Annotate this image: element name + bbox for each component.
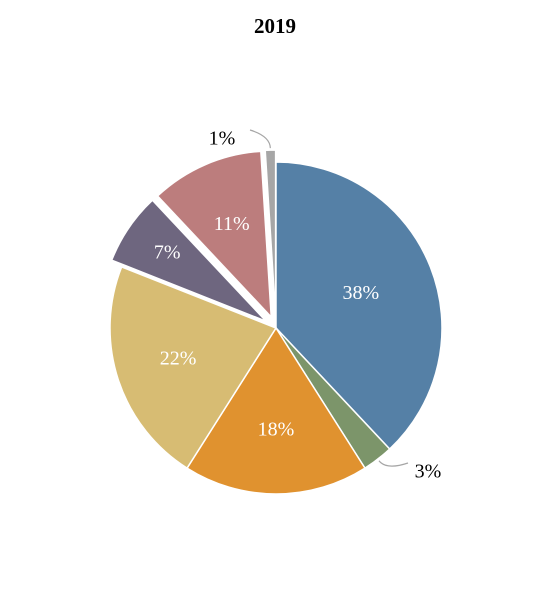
slice-label-5: 11% [214, 213, 250, 235]
slice-label-1: 3% [415, 461, 442, 483]
pie-slice-6 [264, 149, 277, 317]
slice-label-3: 22% [160, 347, 197, 369]
pie-slice-4 [110, 199, 267, 322]
slice-label-0: 38% [343, 282, 380, 304]
leader-line-6 [249, 129, 271, 149]
pie-slice-0 [275, 161, 443, 451]
slice-label-2: 18% [258, 419, 295, 441]
slice-label-6: 1% [209, 128, 236, 150]
slice-label-4: 7% [154, 242, 181, 264]
chart-title: 2019 [254, 14, 296, 38]
pie-slice-3 [109, 265, 278, 470]
leader-line-1 [378, 460, 409, 467]
pie-slice-2 [186, 326, 366, 495]
pie-slice-5 [156, 150, 273, 320]
